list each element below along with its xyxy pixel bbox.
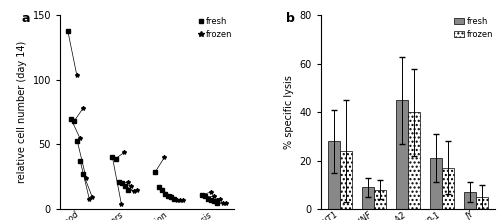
Text: a: a bbox=[22, 11, 30, 24]
Bar bbox=[430, 158, 442, 209]
Bar bbox=[362, 187, 374, 209]
Bar bbox=[328, 141, 340, 209]
Legend: fresh, frozen: fresh, frozen bbox=[454, 17, 494, 39]
Legend: fresh, frozen: fresh, frozen bbox=[199, 17, 232, 39]
Bar bbox=[442, 168, 454, 209]
Bar bbox=[408, 112, 420, 209]
Bar bbox=[396, 100, 408, 209]
Bar bbox=[476, 197, 488, 209]
Y-axis label: relative cell number (day 14): relative cell number (day 14) bbox=[17, 41, 27, 183]
Bar bbox=[374, 190, 386, 209]
Bar bbox=[464, 192, 476, 209]
Text: b: b bbox=[286, 11, 295, 24]
Y-axis label: % specific lysis: % specific lysis bbox=[284, 75, 294, 149]
Bar bbox=[340, 151, 351, 209]
